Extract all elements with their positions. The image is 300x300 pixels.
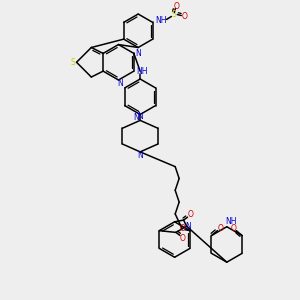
- Text: NH: NH: [136, 67, 148, 76]
- Text: NH: NH: [225, 217, 236, 226]
- Text: S: S: [172, 10, 177, 19]
- Text: O: O: [218, 224, 223, 233]
- Text: O: O: [179, 224, 185, 233]
- Text: O: O: [188, 210, 194, 219]
- Text: O: O: [180, 234, 186, 243]
- Text: N: N: [137, 112, 143, 121]
- Text: O: O: [173, 2, 179, 11]
- Text: N: N: [186, 222, 191, 231]
- Text: N: N: [137, 151, 143, 160]
- Text: S: S: [70, 58, 75, 67]
- Text: N: N: [135, 49, 141, 58]
- Text: O: O: [181, 12, 187, 21]
- Text: NH: NH: [155, 16, 166, 25]
- Text: N: N: [118, 80, 123, 88]
- Text: O: O: [230, 224, 236, 233]
- Text: N: N: [133, 113, 139, 122]
